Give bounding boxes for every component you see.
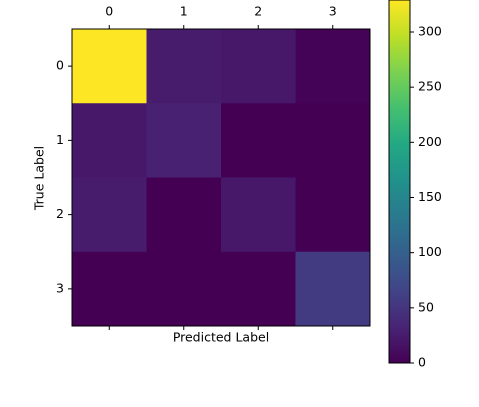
- x-axis-label: Predicted Label: [173, 330, 269, 345]
- cell: [295, 103, 371, 178]
- x-tick-label: 0: [105, 4, 113, 19]
- cell: [72, 103, 147, 178]
- y-tick-label: 2: [56, 206, 64, 221]
- colorbar-tick-label: 250: [418, 79, 442, 94]
- x-tick-label: 3: [329, 4, 337, 19]
- cell: [295, 251, 371, 327]
- x-tick-label: 1: [180, 4, 188, 19]
- cell: [221, 29, 296, 104]
- colorbar-tick-label: 50: [418, 299, 434, 314]
- cell: [295, 177, 371, 253]
- colorbar-tick-label: 300: [418, 23, 442, 38]
- colorbar-tick-label: 100: [418, 244, 442, 259]
- y-tick-label: 3: [56, 280, 64, 295]
- cell: [146, 103, 222, 178]
- cell: [221, 103, 296, 178]
- y-tick-label: 0: [56, 58, 64, 73]
- colorbar: [388, 0, 411, 364]
- cell: [146, 177, 222, 253]
- y-tick-label: 1: [56, 132, 64, 147]
- cell: [295, 29, 371, 104]
- y-axis-label: True Label: [32, 146, 47, 211]
- cell: [221, 177, 296, 253]
- colorbar-tick-label: 0: [418, 355, 426, 370]
- cell: [72, 29, 147, 104]
- cell: [146, 251, 222, 327]
- cell: [72, 251, 147, 327]
- colorbar-tick-label: 200: [418, 134, 442, 149]
- colorbar-tick-label: 150: [418, 189, 442, 204]
- x-tick-label: 2: [254, 4, 262, 19]
- plot-frame: [71, 28, 371, 327]
- cell: [146, 29, 222, 104]
- cell: [72, 177, 147, 253]
- cell: [221, 251, 296, 327]
